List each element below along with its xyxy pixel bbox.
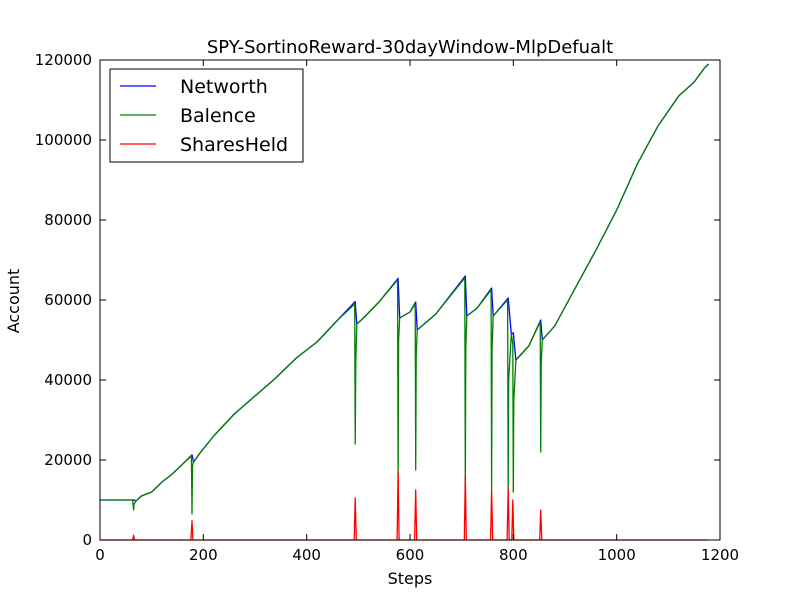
x-axis-label: Steps: [388, 569, 433, 588]
plot-area: 0 200 400 600 800 1000 1200 0 20000 40000 60000 800…: [35, 51, 739, 564]
x-tick-label: 1000: [598, 546, 636, 564]
series-line-balence: [100, 63, 710, 515]
y-tick-label: 60000: [44, 291, 92, 309]
legend-label-sharesheld: SharesHeld: [180, 134, 288, 156]
x-tick-label: 600: [396, 546, 425, 564]
x-tick-label: 0: [95, 546, 105, 564]
x-tick-label: 800: [499, 546, 528, 564]
legend-label-networth: Networth: [180, 76, 268, 98]
x-tick-label: 400: [292, 546, 321, 564]
chart-title: SPY-SortinoReward-30dayWindow-MlpDefualt: [207, 37, 613, 58]
y-tick-label: 40000: [44, 371, 92, 389]
x-tick-label: 200: [189, 546, 218, 564]
y-tick-label: 80000: [44, 211, 92, 229]
legend: Networth Balence SharesHeld: [109, 68, 304, 163]
axis-ticks: 0 200 400 600 800 1000 1200 0 20000 40000 60000 800…: [35, 51, 739, 564]
y-tick-label: 20000: [44, 451, 92, 469]
y-tick-label: 120000: [35, 51, 92, 69]
y-tick-label: 0: [82, 531, 92, 549]
legend-label-balence: Balence: [180, 105, 256, 127]
y-tick-label: 100000: [35, 131, 92, 149]
x-tick-label: 1200: [701, 546, 739, 564]
y-axis-label: Account: [4, 269, 23, 334]
